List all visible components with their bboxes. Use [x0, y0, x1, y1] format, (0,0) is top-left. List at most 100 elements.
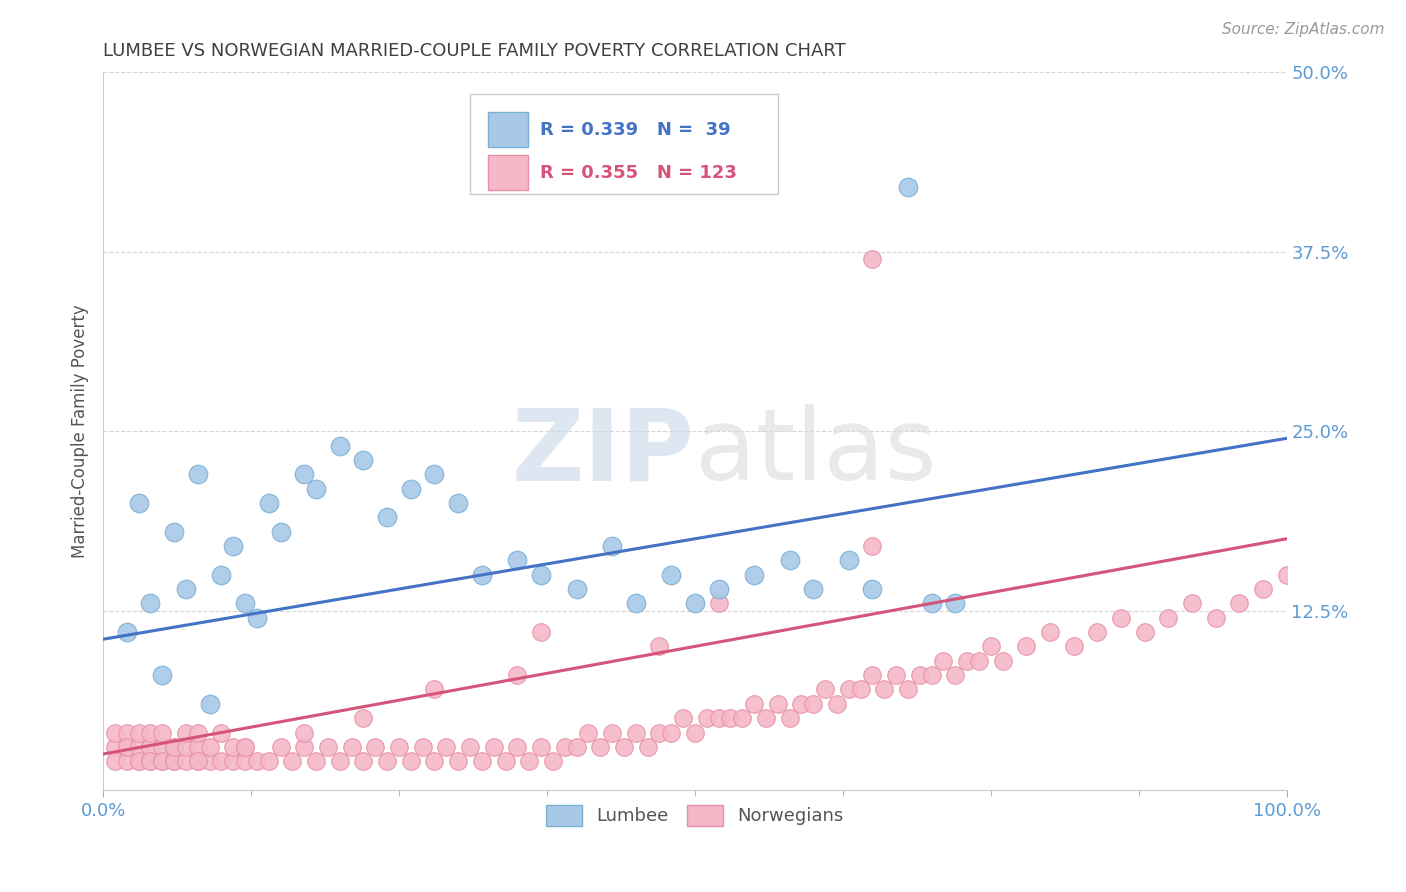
Text: LUMBEE VS NORWEGIAN MARRIED-COUPLE FAMILY POVERTY CORRELATION CHART: LUMBEE VS NORWEGIAN MARRIED-COUPLE FAMIL… [103, 42, 846, 60]
Point [104, 739, 127, 754]
Text: Source: ZipAtlas.com: Source: ZipAtlas.com [1222, 22, 1385, 37]
Point [412, 739, 434, 754]
Point [187, 467, 209, 482]
Point [860, 539, 883, 553]
Point [115, 725, 138, 739]
Point [873, 682, 896, 697]
Point [128, 754, 150, 768]
Point [814, 682, 837, 697]
Point [115, 625, 138, 640]
Point [174, 739, 197, 754]
Point [908, 668, 931, 682]
Point [742, 697, 765, 711]
Point [1227, 596, 1250, 610]
FancyBboxPatch shape [470, 94, 778, 194]
Point [104, 754, 127, 768]
Point [329, 754, 352, 768]
Point [659, 725, 682, 739]
Point [128, 496, 150, 510]
Point [779, 711, 801, 725]
Point [305, 482, 328, 496]
Point [115, 739, 138, 754]
Point [707, 596, 730, 610]
Point [565, 582, 588, 596]
Point [353, 453, 375, 467]
Point [353, 754, 375, 768]
Point [139, 725, 162, 739]
Point [375, 510, 398, 524]
Point [329, 438, 352, 452]
Point [211, 567, 233, 582]
Point [967, 654, 990, 668]
Point [860, 668, 883, 682]
Point [506, 553, 529, 567]
Point [139, 754, 162, 768]
Point [766, 697, 789, 711]
Point [672, 711, 695, 725]
Point [471, 754, 494, 768]
Point [163, 739, 186, 754]
Point [707, 711, 730, 725]
Point [943, 668, 966, 682]
Point [471, 567, 494, 582]
Point [305, 754, 328, 768]
Point [648, 640, 671, 654]
Point [849, 682, 872, 697]
Point [150, 668, 173, 682]
Text: atlas: atlas [695, 404, 936, 501]
FancyBboxPatch shape [488, 112, 529, 147]
Point [613, 739, 636, 754]
Point [530, 625, 553, 640]
Point [447, 496, 470, 510]
Point [222, 739, 245, 754]
Point [399, 482, 422, 496]
Point [1063, 640, 1085, 654]
Point [150, 725, 173, 739]
Point [375, 754, 398, 768]
Point [482, 739, 505, 754]
Point [731, 711, 754, 725]
Point [163, 754, 186, 768]
FancyBboxPatch shape [488, 155, 529, 191]
Point [943, 596, 966, 610]
Point [683, 725, 706, 739]
Point [399, 754, 422, 768]
Point [316, 739, 339, 754]
Text: ZIP: ZIP [512, 404, 695, 501]
Point [128, 739, 150, 754]
Point [292, 725, 315, 739]
Point [187, 754, 209, 768]
Point [163, 524, 186, 539]
Point [174, 582, 197, 596]
Point [707, 582, 730, 596]
Point [554, 739, 576, 754]
Point [292, 467, 315, 482]
Point [388, 739, 411, 754]
Point [115, 754, 138, 768]
Point [353, 711, 375, 725]
Point [292, 739, 315, 754]
Point [233, 754, 256, 768]
Point [1205, 611, 1227, 625]
Point [541, 754, 564, 768]
Point [506, 739, 529, 754]
Point [991, 654, 1014, 668]
Point [447, 754, 470, 768]
Text: R = 0.355   N = 123: R = 0.355 N = 123 [540, 164, 737, 182]
Point [115, 739, 138, 754]
Point [423, 682, 446, 697]
Point [187, 739, 209, 754]
Point [211, 725, 233, 739]
Point [980, 640, 1002, 654]
Point [150, 754, 173, 768]
Point [1039, 625, 1062, 640]
Point [198, 697, 221, 711]
Point [506, 668, 529, 682]
Point [897, 682, 920, 697]
Point [198, 754, 221, 768]
Point [956, 654, 979, 668]
Point [825, 697, 848, 711]
Point [921, 596, 943, 610]
Point [659, 567, 682, 582]
Point [884, 668, 907, 682]
